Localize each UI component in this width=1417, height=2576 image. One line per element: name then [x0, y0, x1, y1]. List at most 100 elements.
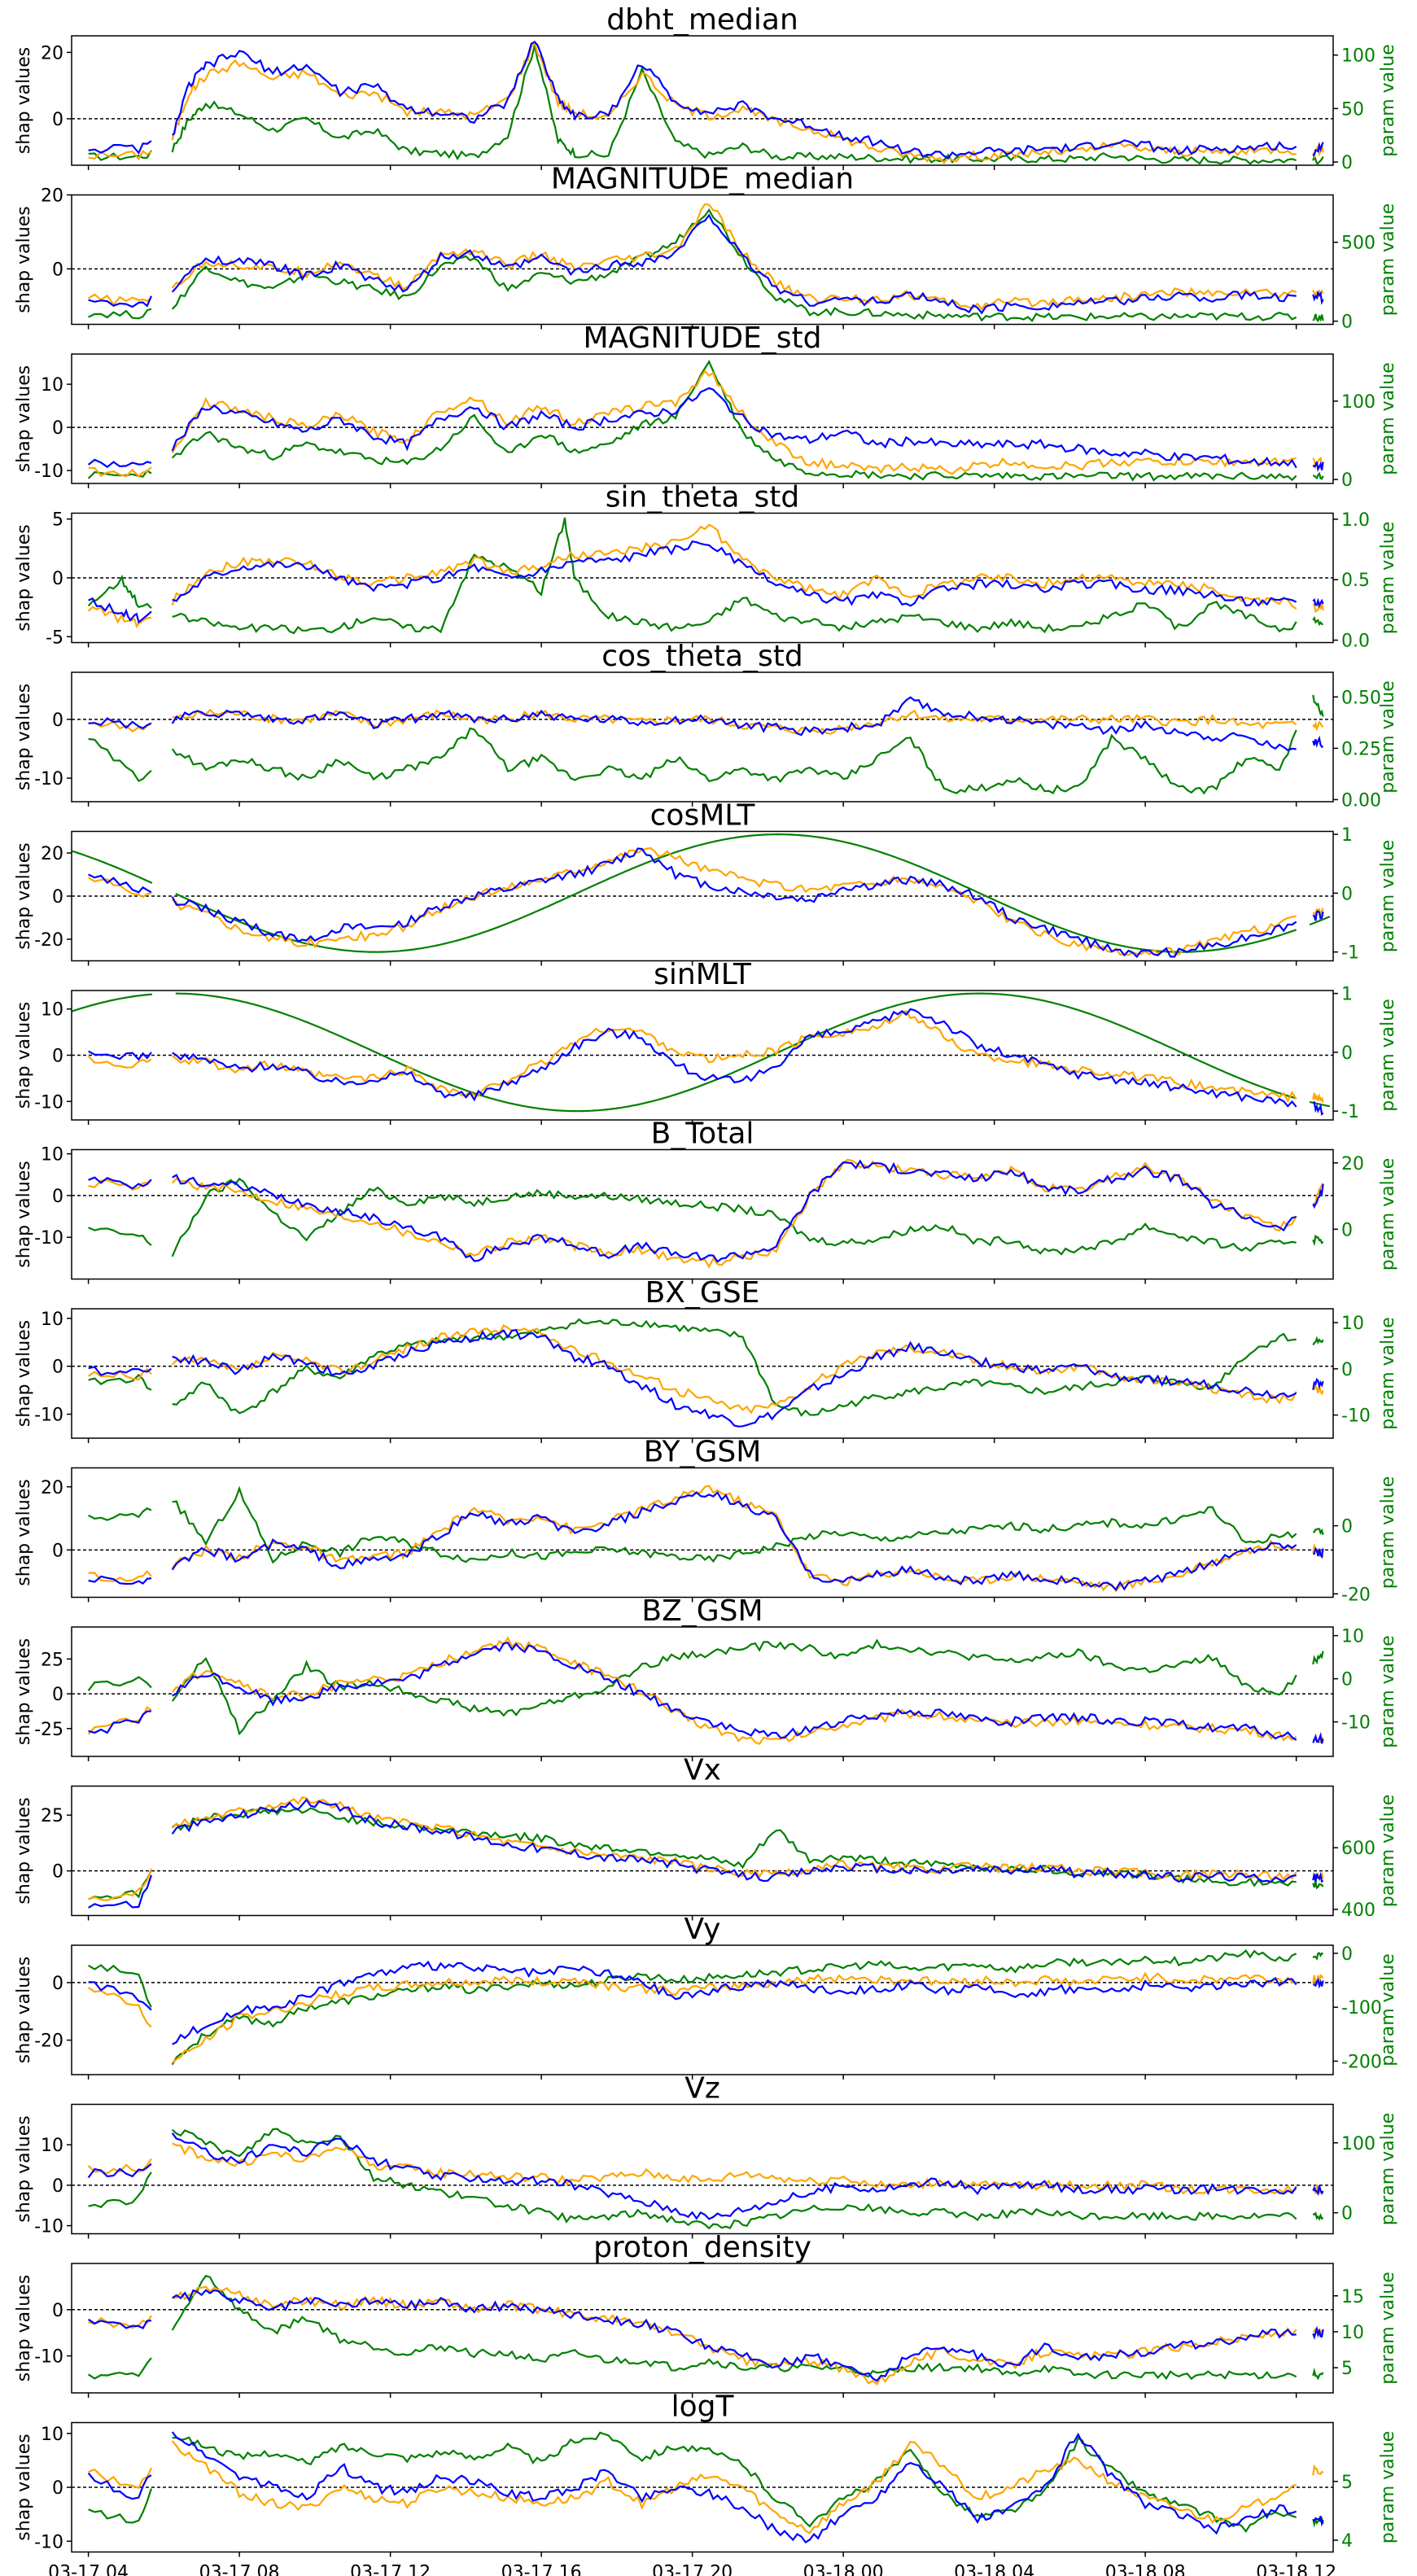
shap-line-orange	[88, 1796, 1324, 1902]
series-lines	[88, 694, 1324, 795]
shap-line-blue	[88, 1328, 1324, 1428]
r-axis-label: param value	[1378, 2431, 1398, 2544]
y-axis-label: shap values	[14, 1638, 34, 1745]
r-tick-label: 0	[1341, 313, 1353, 333]
r-tick-label: 50	[1341, 99, 1364, 120]
r-tick-label: 10	[1341, 1627, 1364, 1647]
y-axis-label: shap values	[14, 2434, 34, 2540]
r-tick-label: 0	[1341, 1220, 1353, 1240]
panel-title: proton_density	[593, 2231, 811, 2264]
series-lines	[88, 1485, 1324, 1593]
r-tick-label: 1	[1341, 985, 1353, 1005]
shap-line-blue	[88, 1491, 1324, 1591]
param-line	[88, 208, 1324, 323]
panel-title: dbht_median	[606, 3, 798, 37]
panel-title: cosMLT	[650, 799, 756, 833]
r-tick-label: -10	[1341, 1406, 1371, 1427]
axes-frame	[71, 1308, 1334, 1439]
param-line	[87, 517, 1323, 635]
y-axis-label: shap values	[14, 1479, 34, 1585]
r-tick-label: 10	[1341, 2323, 1364, 2343]
x-tick-label: 03-17 20	[652, 2563, 733, 2576]
panel-logT: logT -10 0 10 4 5 shap values param value	[14, 2390, 1398, 2557]
shap-line-orange	[87, 1009, 1324, 1103]
x-tick-label: 03-18 08	[1105, 2563, 1186, 2576]
y-tick-label: 0	[52, 1862, 63, 1883]
r-tick-label: 0	[1341, 1944, 1353, 1965]
axes-frame	[71, 194, 1334, 326]
r-axis-label: param value	[1378, 680, 1398, 794]
y-tick-label: -10	[34, 2532, 63, 2552]
y-tick-label: -10	[34, 2347, 63, 2368]
r-axis-label: param value	[1378, 2113, 1398, 2226]
y-tick-label: 0	[52, 1187, 63, 1207]
y-tick-label: 0	[52, 1541, 63, 1561]
panel-BZ_GSM: BZ_GSM -25 0 25 -10 0 10 shap values param value	[14, 1594, 1398, 1761]
y-axis-label: shap values	[14, 2275, 34, 2381]
r-tick-label: -1	[1341, 1102, 1359, 1122]
r-axis-label: param value	[1378, 1476, 1398, 1590]
y-tick-label: 0	[52, 1685, 63, 1705]
panel-title: sin_theta_std	[606, 481, 800, 514]
r-tick-label: 0.25	[1341, 739, 1381, 759]
y-tick-label: 25	[41, 1806, 63, 1826]
shap-line-orange	[87, 2142, 1324, 2196]
y-tick-label: 0	[52, 1047, 63, 1067]
param-line	[88, 1318, 1324, 1417]
r-tick-label: 0	[1341, 1517, 1353, 1537]
shap-line-blue	[88, 847, 1324, 959]
y-tick-label: -10	[34, 769, 63, 789]
r-axis-label: param value	[1378, 203, 1398, 317]
param-line	[88, 2128, 1324, 2230]
y-tick-label: 25	[41, 1650, 63, 1670]
y-tick-label: 20	[41, 186, 63, 207]
panel-title: BX_GSE	[645, 1276, 760, 1310]
axes-frame	[71, 671, 1334, 803]
y-axis-label: shap values	[14, 1957, 34, 2063]
r-tick-label: 0	[1341, 470, 1353, 491]
r-axis-label: param value	[1378, 362, 1398, 475]
param-line	[88, 1177, 1324, 1257]
r-tick-label: 0.5	[1341, 571, 1370, 591]
y-tick-label: -20	[34, 2031, 63, 2052]
param-line	[72, 833, 1331, 953]
r-tick-label: -1	[1341, 943, 1359, 964]
r-tick-label: 0	[1341, 1670, 1353, 1690]
series-lines	[87, 359, 1324, 482]
panel-title: B_Total	[651, 1117, 754, 1151]
r-tick-label: 100	[1341, 2134, 1375, 2154]
axes-frame	[71, 353, 1334, 484]
shap-line-orange	[88, 846, 1324, 956]
shap-line-blue	[87, 2132, 1324, 2220]
y-tick-label: 20	[41, 1478, 63, 1498]
r-tick-label: -100	[1341, 1998, 1382, 2018]
param-line	[88, 694, 1324, 795]
y-axis-label: shap values	[14, 524, 34, 631]
r-tick-label: 4	[1341, 2531, 1353, 2552]
series-lines	[87, 1949, 1324, 2066]
shap-line-blue	[88, 213, 1324, 315]
series-lines	[72, 992, 1331, 1117]
shap-line-blue	[87, 2431, 1324, 2544]
panel-proton_density: proton_density -10 0 5 10 15 shap values param …	[14, 2231, 1398, 2398]
y-tick-label: -20	[34, 930, 63, 951]
panel-title: MAGNITUDE_std	[583, 321, 821, 355]
series-lines	[88, 1158, 1324, 1269]
series-lines	[87, 2431, 1324, 2544]
series-lines	[87, 1636, 1324, 1746]
panel-title: BY_GSM	[644, 1436, 762, 1469]
y-tick-label: 5	[52, 510, 63, 531]
r-tick-label: 0.0	[1341, 632, 1370, 652]
shap-line-orange	[88, 708, 1324, 735]
shap-line-blue	[88, 1960, 1324, 2045]
r-tick-label: 15	[1341, 2287, 1364, 2307]
x-tick-label: 03-18 00	[803, 2563, 884, 2576]
y-tick-label: 20	[41, 844, 63, 864]
shap-line-orange	[87, 1323, 1324, 1415]
r-tick-label: 0	[1341, 2204, 1353, 2224]
series-lines	[87, 2275, 1324, 2386]
y-tick-label: 0	[52, 2176, 63, 2197]
r-tick-label: 500	[1341, 234, 1375, 254]
y-tick-label: -10	[34, 1406, 63, 1426]
y-tick-label: 0	[52, 260, 63, 280]
